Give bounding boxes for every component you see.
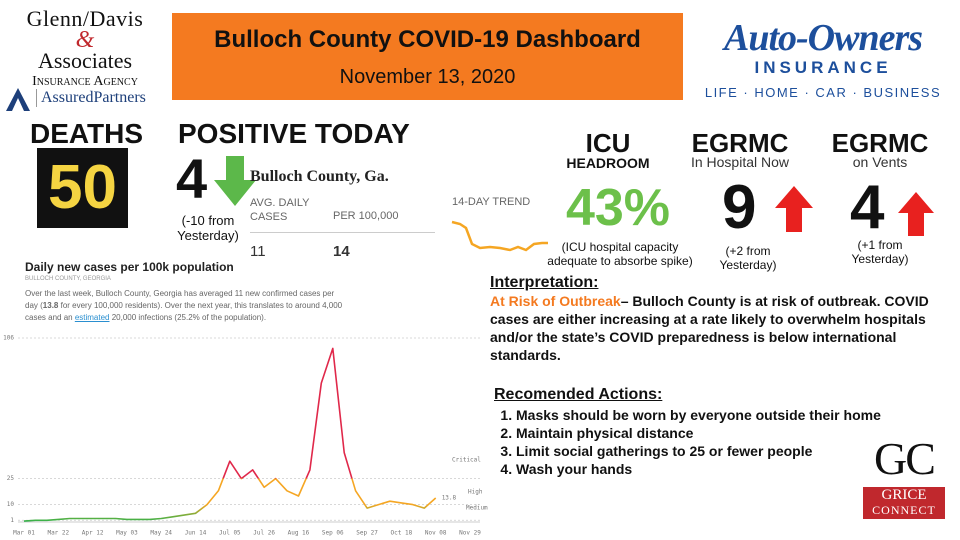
county-name: Bulloch County, Ga. bbox=[250, 168, 389, 185]
text: – Bulloch County is at risk of outbreak.… bbox=[490, 293, 929, 363]
dashboard-title: Bulloch County COVID-19 Dashboard bbox=[214, 26, 641, 53]
positive-value: 4 bbox=[176, 147, 208, 210]
x-tick-label: Oct 18 bbox=[391, 530, 413, 537]
action: Limit social gatherings to 25 or fewer p… bbox=[516, 442, 881, 460]
logo-line: Associates bbox=[37, 48, 133, 73]
text: Over the last week, Bulloch County, Geor… bbox=[25, 289, 335, 310]
hospital-note: (+2 from Yesterday) bbox=[719, 244, 777, 272]
auto-owners-name: Auto-Owners bbox=[723, 17, 923, 59]
assured-partners: AssuredPartners bbox=[36, 89, 146, 107]
text: for every 100,000 residents). Over the n… bbox=[25, 301, 343, 322]
left-logo: Glenn/Davis & Associates Insurance Agenc… bbox=[0, 6, 170, 90]
icu-value: 43% bbox=[565, 179, 671, 237]
x-tick-label: Aug 16 bbox=[288, 530, 310, 537]
grice-mark: GC bbox=[874, 433, 936, 484]
annotation: Critical bbox=[452, 457, 481, 464]
chart-subtitle: BULLOCH COUNTY, GEORGIA bbox=[25, 276, 111, 282]
assured-icon bbox=[6, 88, 30, 111]
x-tick-label: Sep 27 bbox=[356, 530, 378, 537]
icu-sub: HEADROOM bbox=[566, 155, 650, 171]
interpretation-heading: Interpretation: bbox=[490, 274, 599, 291]
y-tick-label: 25 bbox=[7, 475, 15, 482]
grice-line: GRICE bbox=[881, 487, 927, 503]
x-tick-label: May 24 bbox=[150, 530, 172, 537]
annotation: 13.8 bbox=[442, 495, 457, 502]
vents-value: 4 bbox=[850, 173, 885, 242]
egrmc-sub: In Hospital Now bbox=[690, 154, 790, 170]
col-header: AVG. DAILY CASES bbox=[250, 197, 310, 223]
logo-amp: & bbox=[75, 27, 95, 53]
action: Wash your hands bbox=[516, 460, 881, 478]
x-tick-label: May 03 bbox=[116, 530, 138, 537]
x-tick-label: Jun 14 bbox=[185, 530, 207, 537]
positive-note: (-10 from Yesterday) bbox=[177, 213, 239, 243]
y-tick-label: 1 bbox=[10, 517, 14, 524]
x-tick-label: Jul 05 bbox=[219, 530, 241, 537]
x-tick-label: Jul 26 bbox=[253, 530, 275, 537]
down-arrow bbox=[214, 156, 256, 206]
cases-line bbox=[23, 347, 437, 522]
x-tick-label: Apr 12 bbox=[82, 530, 104, 537]
x-tick-label: Mar 01 bbox=[13, 530, 35, 537]
risk-level: At Risk of Outbreak bbox=[490, 293, 621, 309]
action: Maintain physical distance bbox=[516, 424, 881, 442]
col-header: PER 100,000 bbox=[333, 210, 399, 222]
text: 20,000 infections (25.2% of the populati… bbox=[109, 313, 267, 322]
cases-chart: 1 10 25 106 Mar 01 Mar 22 Apr 12 May 03 May 24 Ju… bbox=[3, 335, 488, 537]
deaths-label: DEATHS bbox=[30, 118, 144, 149]
action: Masks should be worn by everyone outside… bbox=[516, 406, 881, 424]
up-arrow bbox=[898, 192, 934, 236]
up-arrow bbox=[775, 186, 813, 232]
grice-box bbox=[863, 487, 945, 519]
annotation: Medium bbox=[466, 505, 488, 512]
trend-sparkline bbox=[451, 220, 548, 252]
auto-owners-tagline: LIFE · HOME · CAR · BUSINESS bbox=[704, 85, 942, 100]
chart-description: Over the last week, Bulloch County, Geor… bbox=[25, 288, 345, 324]
avg-daily: 11 bbox=[250, 243, 266, 260]
grice-line: CONNECT bbox=[872, 503, 936, 517]
auto-owners-sub: INSURANCE bbox=[754, 58, 892, 77]
annotation: High bbox=[468, 489, 483, 496]
logo-line: Glenn/Davis bbox=[26, 6, 144, 31]
divider bbox=[250, 232, 435, 233]
per-100k: 14 bbox=[333, 243, 350, 260]
icu-label: ICU bbox=[585, 128, 631, 158]
egrmc-label: EGRMC bbox=[831, 128, 929, 158]
link[interactable]: estimated bbox=[74, 313, 110, 322]
logo-line: Insurance Agency bbox=[32, 74, 138, 89]
banner bbox=[172, 13, 683, 100]
actions-heading: Recomended Actions: bbox=[494, 386, 663, 403]
chart-title: Daily new cases per 100k population bbox=[25, 260, 234, 274]
x-tick-label: Sep 06 bbox=[322, 530, 344, 537]
y-tick-label: 106 bbox=[3, 335, 14, 342]
trend-label: 14-DAY TREND bbox=[452, 196, 531, 208]
icu-note: (ICU hospital capacity adequate to absor… bbox=[547, 240, 693, 268]
x-tick-label: Nov 08 bbox=[425, 530, 447, 537]
vents-note: (+1 from Yesterday) bbox=[851, 238, 909, 266]
interpretation-text: At Risk of Outbreak– Bulloch County is a… bbox=[490, 292, 952, 364]
positive-label: POSITIVE TODAY bbox=[178, 118, 410, 149]
hospital-value: 9 bbox=[722, 173, 757, 242]
egrmc-label: EGRMC bbox=[691, 128, 789, 158]
x-tick-label: Mar 22 bbox=[47, 530, 69, 537]
text: 13.8 bbox=[42, 301, 59, 310]
deaths-value: 50 bbox=[37, 148, 128, 228]
y-tick-label: 10 bbox=[7, 501, 15, 508]
actions-list: Masks should be worn by everyone outside… bbox=[488, 406, 881, 478]
dashboard-date: November 13, 2020 bbox=[339, 66, 516, 88]
egrmc-sub: on Vents bbox=[852, 154, 908, 170]
x-tick-label: Nov 29 bbox=[459, 530, 481, 537]
